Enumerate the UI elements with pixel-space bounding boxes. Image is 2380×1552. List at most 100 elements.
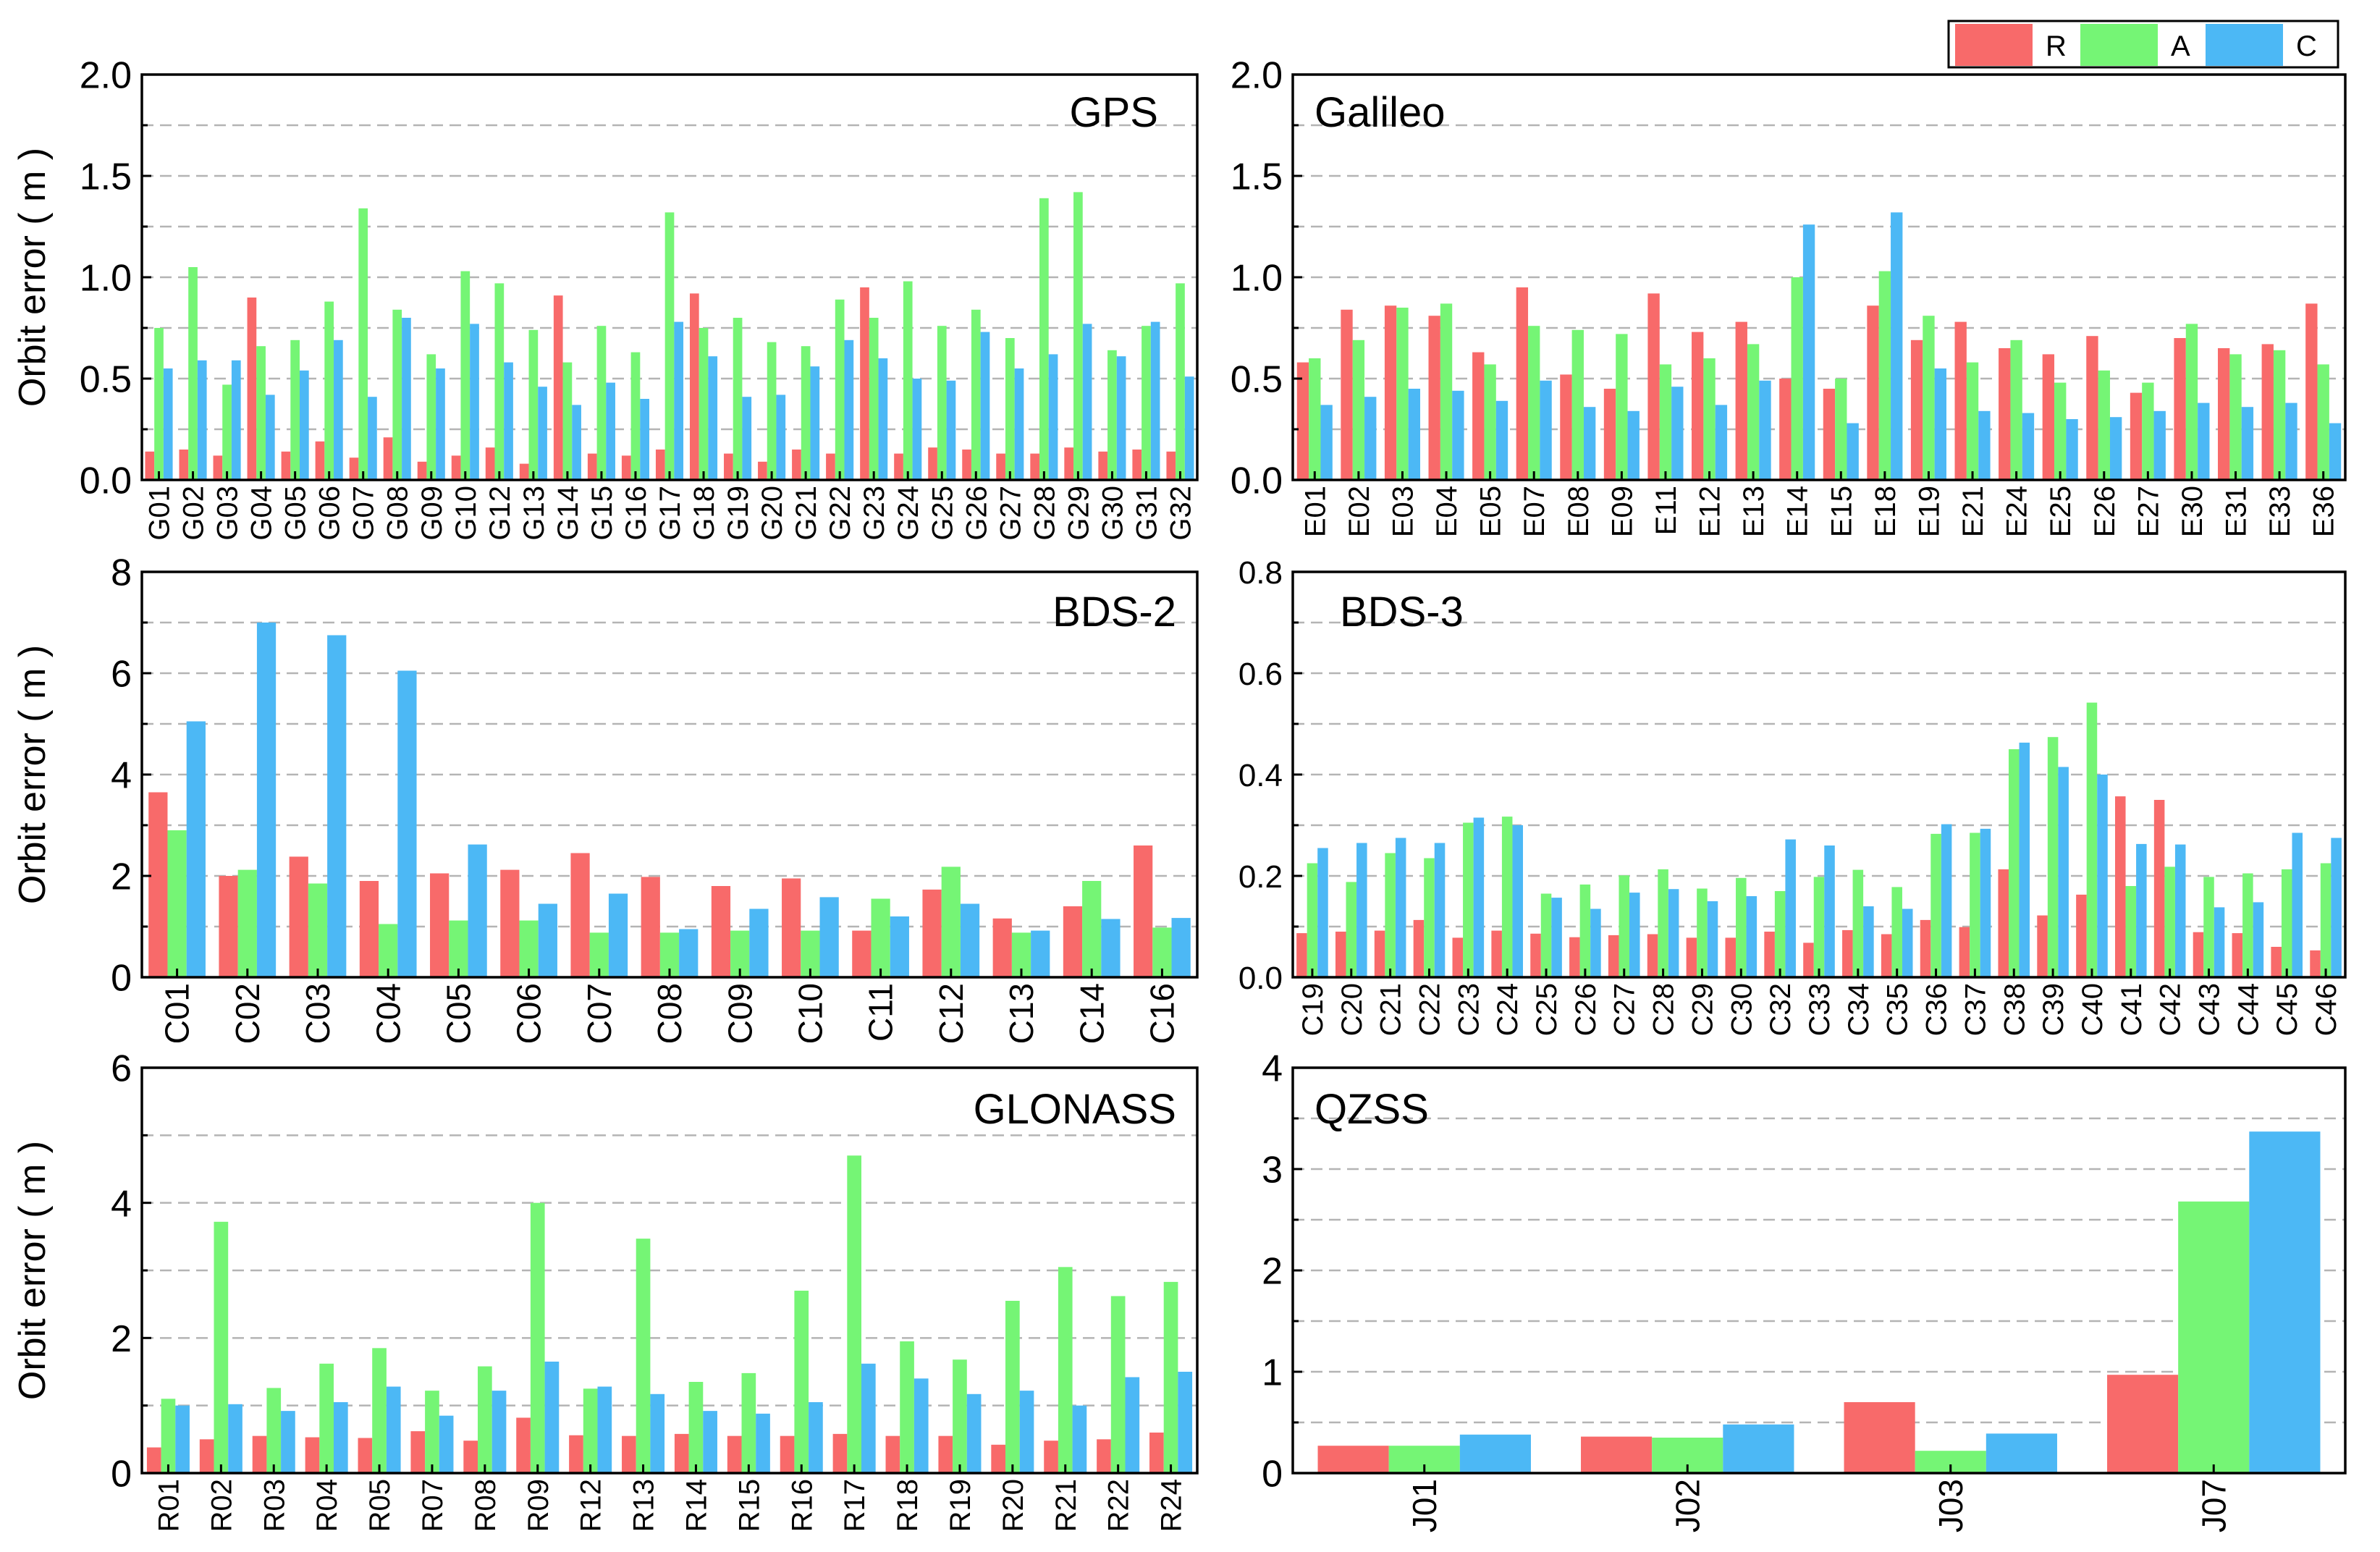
gps-x-tick-label: G31 [1131,486,1162,541]
gps-bar-c-g04 [265,395,275,480]
gps-bar-a-g02 [188,267,198,480]
gps-bar-c-g30 [1116,356,1126,480]
gps-bar-c-g13 [538,387,547,480]
galileo-bar-r-e26 [2086,336,2098,480]
bds-3-x-tick-label: C46 [2311,983,2342,1036]
glonass-bar-c-r16 [809,1402,823,1473]
galileo-x-tick-label: E07 [1519,486,1550,537]
gps-x-tick-label: G10 [450,486,482,541]
galileo-x-tick-label: E03 [1387,486,1419,537]
gps-x-tick-label: G13 [518,486,550,541]
glonass-x-tick-label: R13 [628,1479,660,1532]
gps-bar-c-g09 [436,368,445,480]
bds-2-panel: 0 2 4 6 8 C01 C02 C03 C04 C05 C06 C07 C08 C09 C10 C11 C1… [12,552,1199,1044]
bds-2-bar-a-c12 [941,866,961,977]
gps-bar-r-g16 [621,455,631,480]
bds-3-x-tick-label: C33 [1804,983,1836,1036]
galileo-x-tick-label: E33 [2264,486,2296,537]
gps-bar-a-g20 [767,342,777,480]
bds-2-bar-r-c14 [1063,906,1083,977]
bds-2-x-tick-label: C12 [932,983,970,1044]
bds-3-bar-r-c39 [2037,915,2048,977]
qzss-bar-r-j02 [1581,1436,1653,1473]
bds-3-bar-c-c26 [1590,908,1601,977]
bds-2-bar-c-c09 [749,908,769,977]
galileo-bar-r-e18 [1867,305,1879,480]
bds-3-y-tick-label: 0.6 [1238,657,1283,692]
galileo-title: Galileo [1315,89,1446,136]
gps-y-tick-label: 1.0 [80,258,132,300]
qzss-bar-a-j07 [2178,1201,2250,1473]
gps-bar-a-g18 [699,328,709,480]
gps-bar-r-g30 [1098,451,1108,480]
glonass-x-tick-label: R15 [733,1479,765,1532]
bds-3-bar-a-c32 [1774,891,1786,977]
gps-bar-c-g19 [742,397,752,480]
bds-3-x-tick-label: C34 [1843,983,1875,1036]
gps-bar-c-g20 [776,395,786,480]
galileo-bar-a-e01 [1309,358,1321,480]
galileo-bar-c-e12 [1715,405,1728,480]
bds-2-x-tick-label: C16 [1144,983,1181,1044]
glonass-x-tick-label: R22 [1103,1479,1135,1532]
bds-3-bar-c-c41 [2136,843,2147,977]
bds-3-bar-r-c32 [1764,932,1775,977]
legend-label-a: A [2171,30,2190,62]
gps-x-tick-label: G15 [586,486,618,541]
bds-2-bar-a-c03 [308,883,328,977]
bds-3-bar-a-c44 [2242,873,2253,977]
glonass-bar-c-r17 [861,1363,876,1473]
gps-bar-r-g12 [485,447,495,480]
bds-3-bar-a-c20 [1346,882,1357,977]
galileo-bar-r-e31 [2218,348,2230,480]
gps-bar-r-g23 [860,287,869,480]
bds-3-bar-r-c20 [1335,932,1346,977]
glonass-x-tick-label: R12 [575,1479,607,1532]
gps-bar-r-g07 [349,457,359,480]
qzss-y-tick-label: 0 [1262,1454,1283,1496]
gps-bar-r-g24 [894,453,903,480]
bds-2-y-axis-label: Orbit error ( m ) [12,645,54,904]
galileo-bar-a-e15 [1835,379,1847,480]
bds-3-bar-c-c27 [1629,893,1640,977]
bds-3-x-tick-label: C26 [1570,983,1602,1036]
gps-bar-a-g29 [1073,192,1083,480]
bds-3-bar-r-c44 [2232,933,2243,977]
bds-3-bar-a-c36 [1930,833,1941,977]
bds-3-bar-c-c45 [2292,832,2303,977]
bds-2-x-tick-label: C13 [1003,983,1040,1044]
bds-3-y-tick-label: 0.4 [1238,758,1283,793]
qzss-bar-r-j07 [2107,1375,2179,1473]
bds-3-bar-a-c40 [2086,702,2098,977]
galileo-bar-c-e18 [1891,212,1903,480]
bds-3-bar-r-c27 [1608,935,1619,977]
qzss-y-tick-label: 3 [1262,1150,1283,1192]
galileo-bar-c-e21 [1978,410,1991,480]
qzss-x-tick-label: J01 [1406,1479,1443,1532]
galileo-bar-r-e04 [1428,316,1440,480]
galileo-bar-a-e24 [2010,340,2022,480]
bds-3-x-tick-label: C41 [2116,983,2148,1036]
galileo-x-tick-label: E02 [1343,486,1375,537]
glonass-x-tick-label: R02 [206,1479,237,1532]
bds-3-bar-c-c20 [1356,843,1367,977]
bds-2-x-tick-label: C03 [299,983,337,1044]
glonass-bar-c-r24 [1178,1372,1193,1473]
bds-2-bar-r-c07 [570,853,590,977]
gps-bar-a-g05 [290,340,300,480]
gps-x-tick-label: G06 [314,486,346,541]
gps-bar-a-g10 [460,271,470,480]
gps-bar-c-g25 [946,380,956,480]
bds-2-bar-c-c07 [608,893,628,977]
gps-bar-a-g09 [426,354,436,480]
gps-x-tick-label: G25 [927,486,958,541]
galileo-bar-r-e03 [1384,305,1397,480]
galileo-bar-c-e05 [1495,400,1508,480]
bds-2-bar-c-c10 [819,897,839,977]
gps-bar-c-g17 [674,321,684,480]
galileo-y-tick-label: 1.5 [1231,156,1283,198]
gps-bar-r-g20 [758,461,767,480]
gps-bar-r-g17 [655,450,665,480]
glonass-x-tick-label: R03 [258,1479,290,1532]
